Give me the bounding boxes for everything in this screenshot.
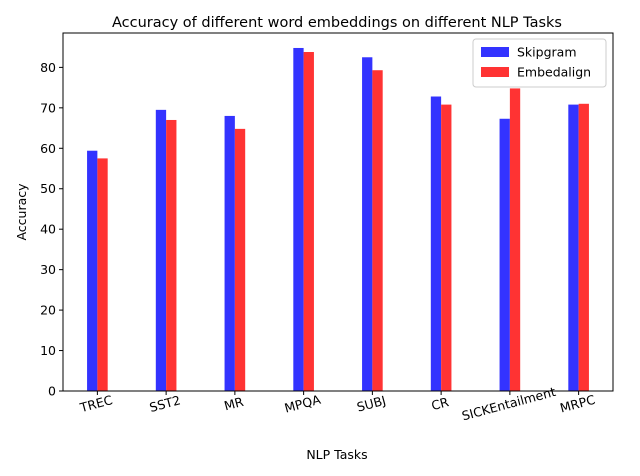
- y-axis-label: Accuracy: [14, 183, 29, 241]
- bar-embedalign-mr: [234, 128, 246, 391]
- y-tick-label: 40: [40, 222, 56, 237]
- bar-skipgram-sickentailment: [499, 118, 510, 391]
- bar-skipgram-cr: [430, 96, 442, 391]
- bar-embedalign-mpqa: [303, 52, 314, 391]
- legend-swatch-embedalign: [481, 67, 509, 77]
- chart-title: Accuracy of different word embeddings on…: [112, 15, 562, 31]
- bar-skipgram-trec: [87, 150, 98, 391]
- y-tick-label: 0: [48, 384, 56, 399]
- bar-embedalign-cr: [441, 104, 452, 391]
- bar-embedalign-sickentailment: [509, 88, 521, 392]
- plot-frame: [62, 32, 614, 392]
- x-tick-label: SUBJ: [355, 393, 387, 415]
- x-tick-label: MR: [222, 394, 245, 414]
- legend-label-embedalign: Embedalign: [517, 65, 591, 80]
- bar-embedalign-trec: [97, 158, 108, 391]
- legend-label-skipgram: Skipgram: [517, 45, 577, 60]
- x-axis-label: NLP Tasks: [306, 447, 367, 462]
- y-tick-label: 10: [40, 343, 56, 358]
- bar-skipgram-subj: [362, 57, 373, 392]
- bar-embedalign-sst2: [166, 119, 177, 391]
- y-tick-label: 50: [40, 181, 56, 196]
- bar-skipgram-mpqa: [293, 47, 304, 391]
- bar-skipgram-mr: [224, 115, 235, 392]
- legend-swatch-skipgram: [481, 47, 509, 57]
- bar-skipgram-sst2: [155, 109, 167, 392]
- bars-layer: [87, 47, 589, 392]
- y-tick-label: 20: [40, 303, 56, 318]
- bar-embedalign-mrpc: [578, 103, 589, 391]
- y-axis: 0 10 20 30 40 50 60 70 80: [40, 60, 63, 399]
- y-tick-label: 30: [40, 262, 56, 277]
- legend: Skipgram Embedalign: [472, 38, 607, 88]
- bar-skipgram-mrpc: [568, 104, 579, 391]
- y-tick-label: 70: [40, 100, 56, 115]
- x-tick-label: CR: [430, 394, 451, 413]
- bar-embedalign-subj: [372, 70, 383, 391]
- y-tick-label: 80: [40, 60, 56, 75]
- y-tick-label: 60: [40, 141, 56, 156]
